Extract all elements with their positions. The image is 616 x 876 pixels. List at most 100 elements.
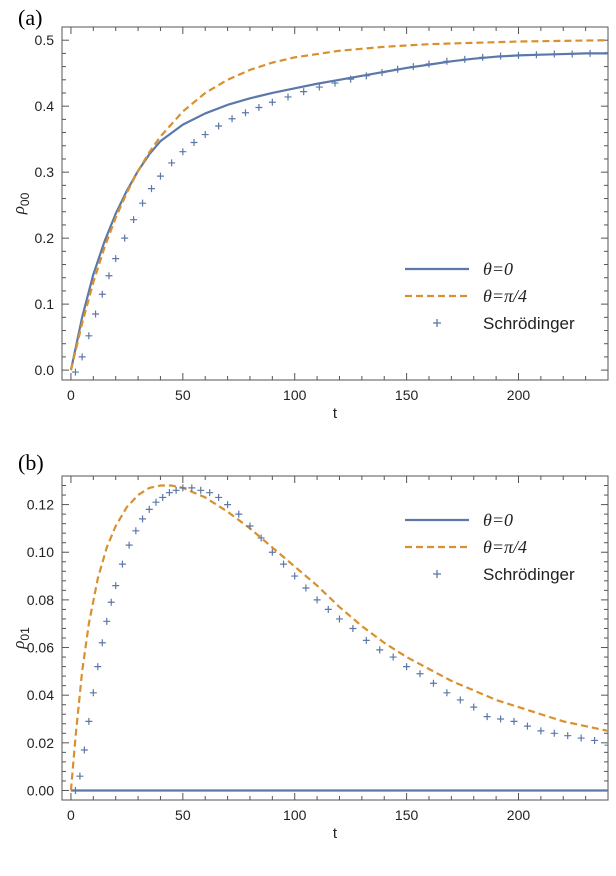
data-point (550, 729, 558, 737)
data-point (362, 72, 370, 80)
data-point (98, 290, 106, 298)
data-point (241, 109, 249, 117)
panel-label: (a) (18, 5, 42, 30)
x-axis-title: t (333, 825, 338, 842)
legend: θ=0 θ=π/4 Schrödinger (405, 510, 575, 584)
x-axis-title: t (333, 405, 338, 422)
data-point (409, 63, 417, 71)
data-point (302, 584, 310, 592)
data-point (497, 52, 505, 60)
data-point (514, 51, 522, 59)
data-point (429, 679, 437, 687)
data-point (416, 670, 424, 678)
data-point (224, 501, 232, 509)
data-point (103, 617, 111, 625)
y-tick-label: 0.06 (27, 640, 54, 656)
data-point (362, 636, 370, 644)
data-point (172, 486, 180, 494)
data-point (443, 57, 451, 65)
y-axis-title-subscript: 00 (18, 192, 32, 206)
data-point (257, 534, 265, 542)
legend-label: Schrödinger (483, 565, 575, 584)
data-point (394, 65, 402, 73)
data-point (235, 510, 243, 518)
data-point (152, 498, 160, 506)
series-line-theta-pi4 (69, 39, 608, 371)
y-tick-label: 0.00 (27, 782, 54, 798)
data-point (389, 653, 397, 661)
data-point (78, 353, 86, 361)
data-point (190, 138, 198, 146)
legend-label: θ=0 (483, 510, 513, 530)
data-point (470, 703, 478, 711)
x-tick-label: 150 (395, 387, 419, 403)
y-tick-label: 0.12 (27, 497, 54, 513)
panel-a: (a) 0 50 100 150 200 0.0 0.1 0.2 0.3 0.4 0.5 t ρ00 θ=0… (9, 5, 609, 422)
y-axis-title-symbol: ρ (9, 641, 28, 650)
data-point (324, 605, 332, 613)
data-point (604, 741, 608, 749)
data-point (228, 115, 236, 123)
data-point (85, 332, 93, 340)
data-point (179, 148, 187, 156)
data-point (112, 582, 120, 590)
y-axis-title: ρ01 (9, 627, 32, 650)
data-point (121, 234, 129, 242)
y-axis-title-subscript: 01 (18, 627, 32, 641)
data-point (118, 560, 126, 568)
data-point (80, 746, 88, 754)
x-tick-label: 50 (175, 387, 191, 403)
data-point (201, 131, 209, 139)
legend: θ=0 θ=π/4 Schrödinger (405, 259, 575, 333)
data-point (564, 732, 572, 740)
y-tick-label: 0.0 (35, 362, 55, 378)
data-point (188, 484, 196, 492)
data-point (168, 159, 176, 167)
data-point (335, 615, 343, 623)
x-tick-label: 100 (283, 807, 307, 823)
data-point (568, 50, 576, 58)
x-tick-label: 0 (67, 387, 75, 403)
y-tick-label: 0.2 (35, 230, 55, 246)
data-point (497, 715, 505, 723)
legend-marker-schrodinger (433, 319, 441, 327)
data-point (443, 689, 451, 697)
data-point (347, 75, 355, 83)
data-point (604, 49, 608, 57)
data-point (510, 717, 518, 725)
data-point (112, 255, 120, 263)
data-point (586, 49, 594, 57)
y-tick-label: 0.4 (35, 98, 55, 114)
series-schrodinger (71, 484, 608, 794)
y-tick-label: 0.3 (35, 164, 55, 180)
plot-frame (61, 475, 609, 801)
y-tick-label: 0.04 (27, 687, 54, 703)
data-point (148, 185, 156, 193)
data-point (378, 69, 386, 77)
y-tick-label: 0.02 (27, 735, 54, 751)
data-point (132, 527, 140, 535)
data-point (268, 98, 276, 106)
data-point (403, 663, 411, 671)
data-point (523, 722, 531, 730)
y-tick-label: 0.1 (35, 296, 55, 312)
data-point (165, 489, 173, 497)
data-point (246, 522, 254, 530)
x-tick-label: 200 (507, 387, 531, 403)
data-point (537, 727, 545, 735)
y-tick-label: 0.08 (27, 592, 54, 608)
plot-frame (61, 26, 609, 381)
data-point (206, 489, 214, 497)
panel-label: (b) (18, 450, 44, 475)
data-point (349, 624, 357, 632)
x-tick-label: 200 (507, 807, 531, 823)
data-point (591, 736, 599, 744)
series-schrodinger (71, 49, 608, 376)
data-point (156, 172, 164, 180)
data-point (461, 55, 469, 63)
data-point (255, 103, 263, 111)
x-tick-label: 100 (283, 387, 307, 403)
data-point (300, 88, 308, 96)
data-point (532, 51, 540, 59)
data-point (92, 310, 100, 318)
